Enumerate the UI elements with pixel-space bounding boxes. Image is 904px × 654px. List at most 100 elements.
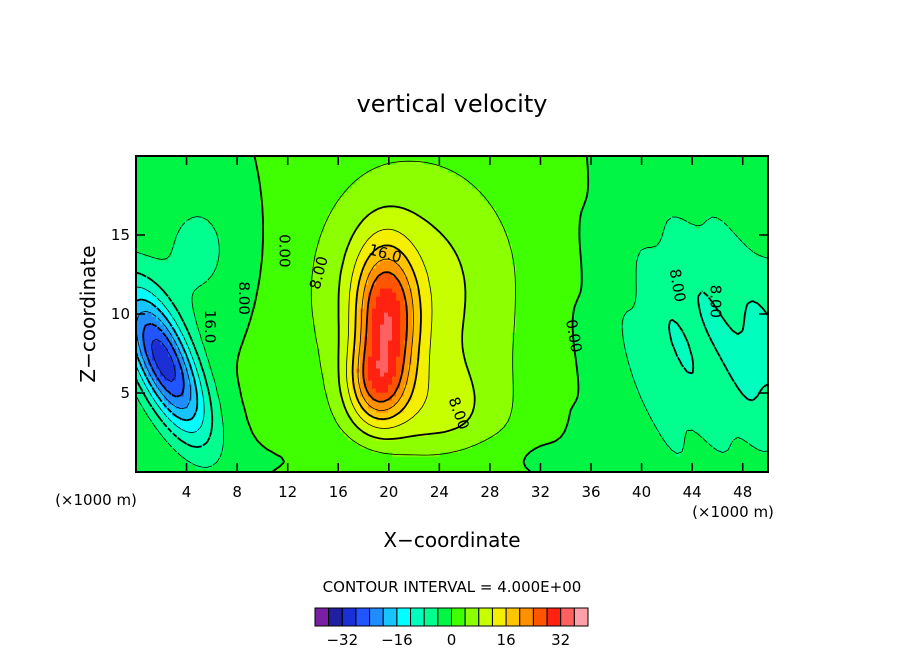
field-cell — [400, 404, 405, 409]
field-cell — [452, 432, 457, 437]
field-cell — [476, 452, 481, 457]
field-cell — [596, 376, 601, 381]
field-cell — [680, 392, 685, 397]
field-cell — [272, 456, 277, 461]
field-cell — [236, 424, 241, 429]
field-cell — [312, 424, 317, 429]
field-cell — [360, 456, 365, 461]
field-cell — [692, 360, 697, 365]
field-cell — [660, 352, 665, 357]
field-cell — [180, 448, 185, 453]
field-cell — [244, 364, 249, 369]
field-cell — [480, 456, 485, 461]
field-cell — [576, 396, 581, 401]
field-cell — [512, 408, 517, 413]
field-cell — [184, 380, 189, 385]
field-cell — [428, 440, 433, 445]
field-cell — [468, 456, 473, 461]
field-cell — [448, 444, 453, 449]
field-cell — [360, 460, 365, 465]
field-cell — [452, 440, 457, 445]
field-cell — [208, 452, 213, 457]
field-cell — [456, 468, 461, 472]
field-cell — [524, 356, 529, 361]
field-cell — [500, 404, 505, 409]
field-cell — [380, 376, 385, 381]
field-cell — [144, 412, 149, 417]
field-cell — [616, 468, 621, 472]
field-cell — [376, 468, 381, 472]
field-cell — [264, 368, 269, 373]
field-cell — [356, 380, 361, 385]
field-cell — [464, 448, 469, 453]
field-cell — [224, 372, 229, 377]
field-cell — [728, 432, 733, 437]
field-cell — [692, 452, 697, 457]
field-cell — [604, 356, 609, 361]
field-cell — [720, 352, 725, 357]
field-cell — [532, 460, 537, 465]
field-cell — [556, 464, 561, 469]
field-cell — [440, 424, 445, 429]
field-cell — [496, 464, 501, 469]
field-cell — [588, 448, 593, 453]
field-cell — [576, 456, 581, 461]
field-cell — [320, 396, 325, 401]
field-cell — [352, 400, 357, 405]
field-cell — [672, 416, 677, 421]
field-cell — [444, 412, 449, 417]
field-cell — [328, 448, 333, 453]
field-cell — [460, 436, 465, 441]
field-cell — [396, 372, 401, 377]
field-cell — [136, 372, 141, 377]
field-cell — [700, 404, 705, 409]
field-cell — [712, 392, 717, 397]
field-cell — [204, 396, 209, 401]
field-cell — [412, 436, 417, 441]
field-cell — [568, 440, 573, 445]
field-cell — [728, 460, 733, 465]
field-cell — [228, 456, 233, 461]
field-cell — [552, 456, 557, 461]
field-cell — [496, 344, 501, 349]
field-cell — [612, 356, 617, 361]
field-cell — [244, 384, 249, 389]
field-cell — [520, 404, 525, 409]
field-cell — [152, 456, 157, 461]
field-cell — [196, 392, 201, 397]
field-cell — [664, 444, 669, 449]
field-cell — [216, 344, 221, 349]
field-cell — [180, 400, 185, 405]
field-cell — [152, 416, 157, 421]
field-cell — [540, 448, 545, 453]
field-cell — [576, 356, 581, 361]
field-cell — [756, 456, 761, 461]
field-cell — [500, 460, 505, 465]
field-cell — [680, 376, 685, 381]
field-cell — [332, 444, 337, 449]
field-cell — [396, 424, 401, 429]
field-cell — [368, 416, 373, 421]
field-cell — [580, 368, 585, 373]
field-cell — [180, 384, 185, 389]
field-cell — [696, 440, 701, 445]
field-cell — [192, 364, 197, 369]
field-cell — [144, 428, 149, 433]
field-cell — [380, 424, 385, 429]
field-cell — [172, 448, 177, 453]
field-cell — [448, 356, 453, 361]
field-cell — [296, 416, 301, 421]
field-cell — [532, 456, 537, 461]
field-cell — [544, 432, 549, 437]
field-cell — [156, 424, 161, 429]
field-cell — [676, 372, 681, 377]
field-cell — [352, 356, 357, 361]
field-cell — [732, 360, 737, 365]
field-cell — [428, 412, 433, 417]
field-cell — [536, 428, 541, 433]
field-cell — [736, 368, 741, 373]
field-cell — [584, 360, 589, 365]
field-cell — [696, 412, 701, 417]
field-cell — [700, 396, 705, 401]
field-cell — [512, 348, 517, 353]
